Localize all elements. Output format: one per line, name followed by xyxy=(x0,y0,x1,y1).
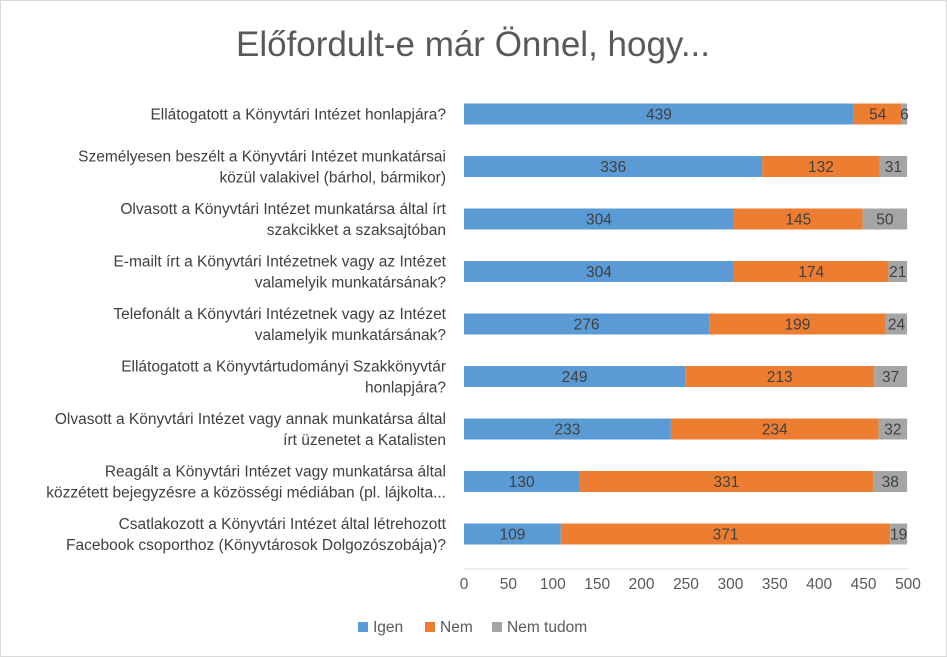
bar-segment-igen xyxy=(464,208,734,230)
bar-segment-igen xyxy=(464,418,671,440)
x-tick-label: 500 xyxy=(895,576,921,593)
bar-segment-nem-tudom xyxy=(890,523,908,545)
category-label: közül valakivel (bárhol, bármikor) xyxy=(219,170,446,187)
bar-segment-igen xyxy=(464,261,734,282)
category-label: szakcikket a szaksajtóban xyxy=(267,222,446,239)
data-label: 54 xyxy=(869,107,887,124)
bar-segment-nem xyxy=(853,103,902,125)
data-label: 145 xyxy=(785,212,811,229)
bar-segment-nem-tudom xyxy=(862,208,908,230)
data-label: 38 xyxy=(882,474,899,491)
data-label: 304 xyxy=(586,264,612,281)
data-label: 24 xyxy=(888,317,906,334)
bar-segment-nem xyxy=(709,313,886,335)
category-label: Telefonált a Könyvtári Intézetnek vagy a… xyxy=(113,306,446,323)
category-label: E-mailt írt a Könyvtári Intézetnek vagy … xyxy=(113,254,446,271)
bar-segment-nem-tudom xyxy=(878,418,908,440)
data-label: 130 xyxy=(509,474,535,491)
data-label: 50 xyxy=(876,212,894,229)
data-label: 21 xyxy=(889,264,906,281)
data-label: 19 xyxy=(890,527,907,544)
x-tick-label: 300 xyxy=(717,576,743,593)
category-label: Ellátogatott a Könyvtári Intézet honlapj… xyxy=(150,107,446,124)
x-tick-label: 350 xyxy=(762,576,788,593)
bar-segment-igen xyxy=(464,366,686,387)
category-label: Facebook csoporthoz (Könyvtárosok Dolgoz… xyxy=(66,537,446,554)
x-tick-label: 200 xyxy=(629,576,655,593)
data-label: 439 xyxy=(646,107,672,124)
legend-label: Nem tudom xyxy=(507,619,587,636)
x-tick-label: 0 xyxy=(460,576,469,593)
bar-segment-nem xyxy=(579,471,874,492)
x-tick-label: 450 xyxy=(851,576,877,593)
data-label: 304 xyxy=(586,212,612,229)
legend-label: Igen xyxy=(373,619,403,636)
data-label: 234 xyxy=(762,422,788,439)
bar-segment-igen xyxy=(464,156,763,177)
legend-swatch xyxy=(492,622,502,632)
category-label: Ellátogatott a Könyvtártudományi Szakkön… xyxy=(121,359,446,376)
data-label: 109 xyxy=(499,527,525,544)
category-label: Reagált a Könyvtári Intézet vagy munkatá… xyxy=(105,464,446,481)
category-label: Személyesen beszélt a Könyvtári Intézet … xyxy=(78,149,446,166)
bar-segment-nem-tudom xyxy=(874,366,908,387)
data-label: 37 xyxy=(882,369,899,386)
bar-segment-nem-tudom xyxy=(879,156,908,177)
bar-segment-nem-tudom xyxy=(901,103,908,125)
bar-segment-igen xyxy=(464,471,580,492)
category-label: írt üzenetet a Katalisten xyxy=(283,432,446,449)
bar-segment-igen xyxy=(464,523,561,545)
x-tick-label: 150 xyxy=(584,576,610,593)
data-label: 336 xyxy=(600,159,626,176)
x-tick-label: 400 xyxy=(806,576,832,593)
data-label: 31 xyxy=(885,159,902,176)
data-label: 249 xyxy=(562,369,588,386)
bar-segment-nem-tudom xyxy=(888,261,908,282)
data-label: 213 xyxy=(767,369,793,386)
legend-swatch xyxy=(425,622,435,632)
category-label: közzétett bejegyzésre a közösségi médiáb… xyxy=(46,485,446,502)
bar-segment-igen xyxy=(464,313,710,335)
data-label: 199 xyxy=(785,317,811,334)
data-label: 276 xyxy=(574,317,600,334)
category-label: valamelyik munkatársának? xyxy=(255,275,447,292)
bar-segment-nem xyxy=(670,418,879,440)
legend-label: Nem xyxy=(440,619,473,636)
x-tick-label: 250 xyxy=(673,576,699,593)
data-label: 371 xyxy=(713,527,739,544)
bar-segment-nem xyxy=(733,208,863,230)
data-label: 233 xyxy=(555,422,581,439)
data-label: 331 xyxy=(713,474,739,491)
bar-segment-nem xyxy=(762,156,880,177)
x-tick-label: 100 xyxy=(540,576,566,593)
bar-segment-nem xyxy=(685,366,875,387)
data-label: 32 xyxy=(884,422,901,439)
bar-segment-nem-tudom xyxy=(873,471,908,492)
data-label: 174 xyxy=(798,264,824,281)
category-label: valamelyik munkatársának? xyxy=(255,327,447,344)
category-label: Csatlakozott a Könyvtári Intézet által l… xyxy=(119,516,447,533)
bar-segment-nem xyxy=(560,523,891,545)
data-label: 6 xyxy=(900,107,909,124)
bar-segment-nem xyxy=(733,261,889,282)
bar-segment-igen xyxy=(464,103,854,125)
chart-title: Előfordult-e már Önnel, hogy... xyxy=(236,25,710,64)
bar-segment-nem-tudom xyxy=(885,313,908,335)
category-label: honlapjára? xyxy=(365,380,446,397)
data-label: 132 xyxy=(808,159,834,176)
category-label: Olvasott a Könyvtári Intézet vagy annak … xyxy=(55,411,446,428)
category-label: Olvasott a Könyvtári Intézet munkatársa … xyxy=(120,201,446,218)
x-tick-label: 50 xyxy=(500,576,518,593)
legend-swatch xyxy=(358,622,368,632)
